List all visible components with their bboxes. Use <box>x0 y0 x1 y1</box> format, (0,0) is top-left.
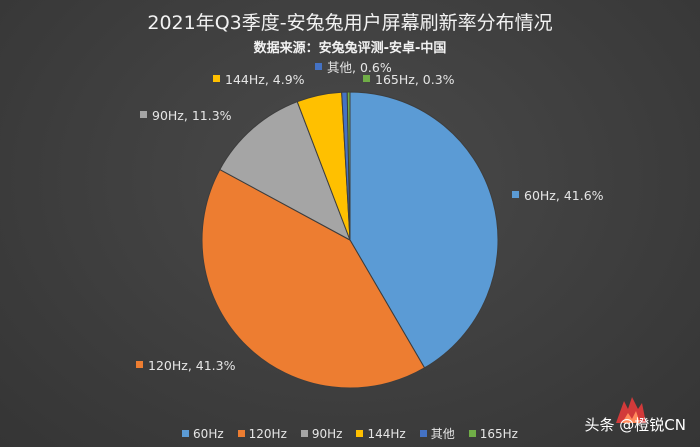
data-label-2: 90Hz, 11.3% <box>152 108 232 123</box>
watermark-text: 头条 @橙锐CN <box>584 416 686 434</box>
chart-subtitle: 数据来源：安兔兔评测-安卓-中国 <box>253 41 447 56</box>
data-label-swatch-0 <box>512 191 519 198</box>
legend-label-1: 120Hz <box>248 426 287 441</box>
legend-label-0: 60Hz <box>193 426 224 441</box>
legend-swatch-1 <box>237 430 245 437</box>
legend-item-0: 60Hz <box>182 425 224 442</box>
data-label-0: 60Hz, 41.6% <box>524 188 604 203</box>
data-label-swatch-5 <box>363 75 370 82</box>
legend-label-5: 165Hz <box>479 426 518 441</box>
legend-swatch-4 <box>419 430 427 437</box>
data-label-5: 165Hz, 0.3% <box>375 72 455 87</box>
legend-swatch-3 <box>356 430 364 437</box>
chart-title: 2021年Q3季度-安兔兔用户屏幕刷新率分布情况 <box>147 12 553 34</box>
watermark-logo-icon <box>616 397 646 423</box>
pie-slice-5 <box>346 91 351 241</box>
data-label-swatch-3 <box>213 75 220 82</box>
legend-swatch-5 <box>468 430 476 437</box>
legend-item-1: 120Hz <box>237 425 287 442</box>
pie-slice-1 <box>201 168 426 389</box>
legend-label-3: 144Hz <box>367 426 406 441</box>
legend-swatch-2 <box>300 430 308 437</box>
data-label-swatch-1 <box>136 361 143 368</box>
legend-item-5: 165Hz <box>468 425 518 442</box>
data-label-4: 其他, 0.6% <box>327 60 392 75</box>
legend-item-2: 90Hz <box>300 425 343 442</box>
legend-label-2: 90Hz <box>311 426 343 441</box>
data-label-3: 144Hz, 4.9% <box>225 72 305 87</box>
data-label-1: 120Hz, 41.3% <box>148 358 236 373</box>
data-label-swatch-2 <box>140 111 147 118</box>
legend-label-4: 其他 <box>430 427 455 441</box>
legend-swatch-0 <box>182 430 190 437</box>
data-label-swatch-4 <box>315 63 322 70</box>
chart-legend: 60Hz 120Hz 90Hz 144Hz 其他 165Hz <box>0 425 700 442</box>
legend-item-3: 144Hz <box>356 425 406 442</box>
pie-slice-2 <box>219 101 351 242</box>
legend-item-4: 其他 <box>419 425 455 442</box>
pie-slice-0 <box>349 91 499 369</box>
watermark: 头条 @橙锐CN <box>585 414 686 435</box>
